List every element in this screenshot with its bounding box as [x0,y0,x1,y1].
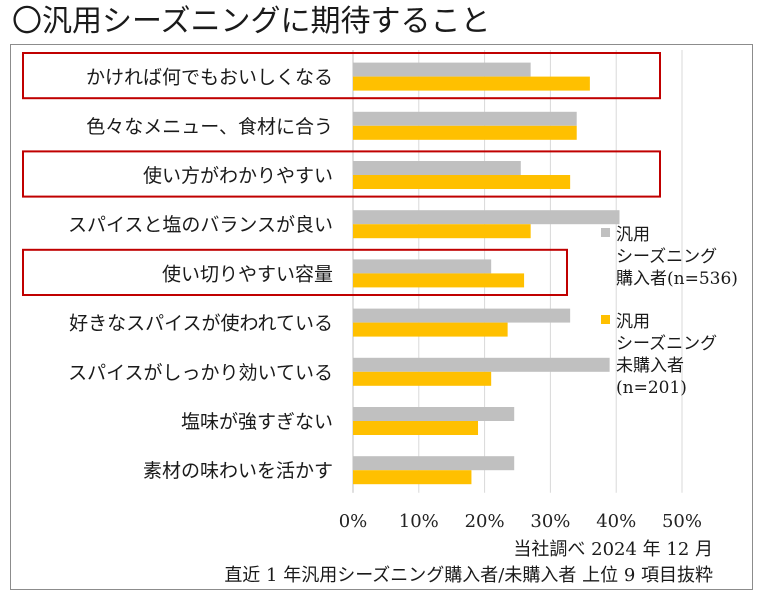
bar-non-purchasers [353,273,525,288]
category-label: 使い切りやすい容量 [162,263,333,285]
bar-non-purchasers [353,125,577,140]
highlight-box [22,150,661,198]
bar-purchasers [353,161,521,175]
bar-purchasers [353,259,492,274]
bar-non-purchasers [353,76,590,91]
sample-note: 直近 1 年汎用シーズニング購入者/未購入者 上位 9 項目抜粋 [224,565,713,586]
legend-text: シーズニング [616,247,717,267]
bars [353,62,620,485]
bar-purchasers [353,308,571,323]
bar-purchasers [353,357,610,372]
bar-non-purchasers [353,224,531,239]
x-tick-label: 50% [662,511,702,532]
highlight-box [22,52,661,100]
chart-frame [10,44,753,590]
x-tick-label: 0% [339,511,368,532]
category-label: 使い方がわかりやすい [143,165,333,187]
legend-swatch [601,315,610,324]
bar-non-purchasers [353,322,508,337]
source-note: 当社調べ 2024 年 12 月 [513,539,713,560]
bar-purchasers [353,210,620,225]
bar-purchasers [353,456,515,471]
highlight-box [22,248,568,297]
legend-text: 汎用 [616,225,650,245]
legend-text: 汎用 [616,312,650,332]
category-label: 好きなスパイスが使われている [69,313,333,335]
category-label: スパイスがしっかり効いている [68,362,333,384]
category-labels: かければ何でもおいしくなる色々なメニュー、食材に合う使い方がわかりやすいスパイス… [68,67,333,483]
bar-purchasers [353,407,515,421]
legend-text: シーズニング [616,334,717,354]
x-tick-label: 40% [596,511,636,532]
x-tick-labels: 0% 10% 20% 30% 40% 50% [339,511,702,532]
x-tick-label: 20% [465,511,505,532]
chart-title: 〇汎用シーズニングに期待すること [12,4,491,39]
bar-non-purchasers [353,421,479,435]
bar-purchasers [353,111,577,126]
bar-purchasers [353,62,531,77]
x-tick-label: 10% [399,511,439,532]
category-label: スパイスと塩のバランスが良い [68,214,333,236]
category-label: 色々なメニュー、食材に合う [86,116,333,138]
x-tick-label: 30% [530,511,570,532]
bar-non-purchasers [353,470,472,485]
legend-text: 未購入者 [616,356,684,376]
legend-swatch [601,228,610,237]
category-label: 素材の味わいを活かす [143,460,333,482]
highlight-boxes [22,52,661,297]
category-label: かければ何でもおいしくなる [86,67,333,89]
category-label: 塩味が強すぎない [181,411,333,433]
legend-text: (n=201) [616,378,687,398]
bar-non-purchasers [353,175,571,189]
bar-non-purchasers [353,371,492,386]
legend-text: 購入者(n=536) [616,269,738,289]
